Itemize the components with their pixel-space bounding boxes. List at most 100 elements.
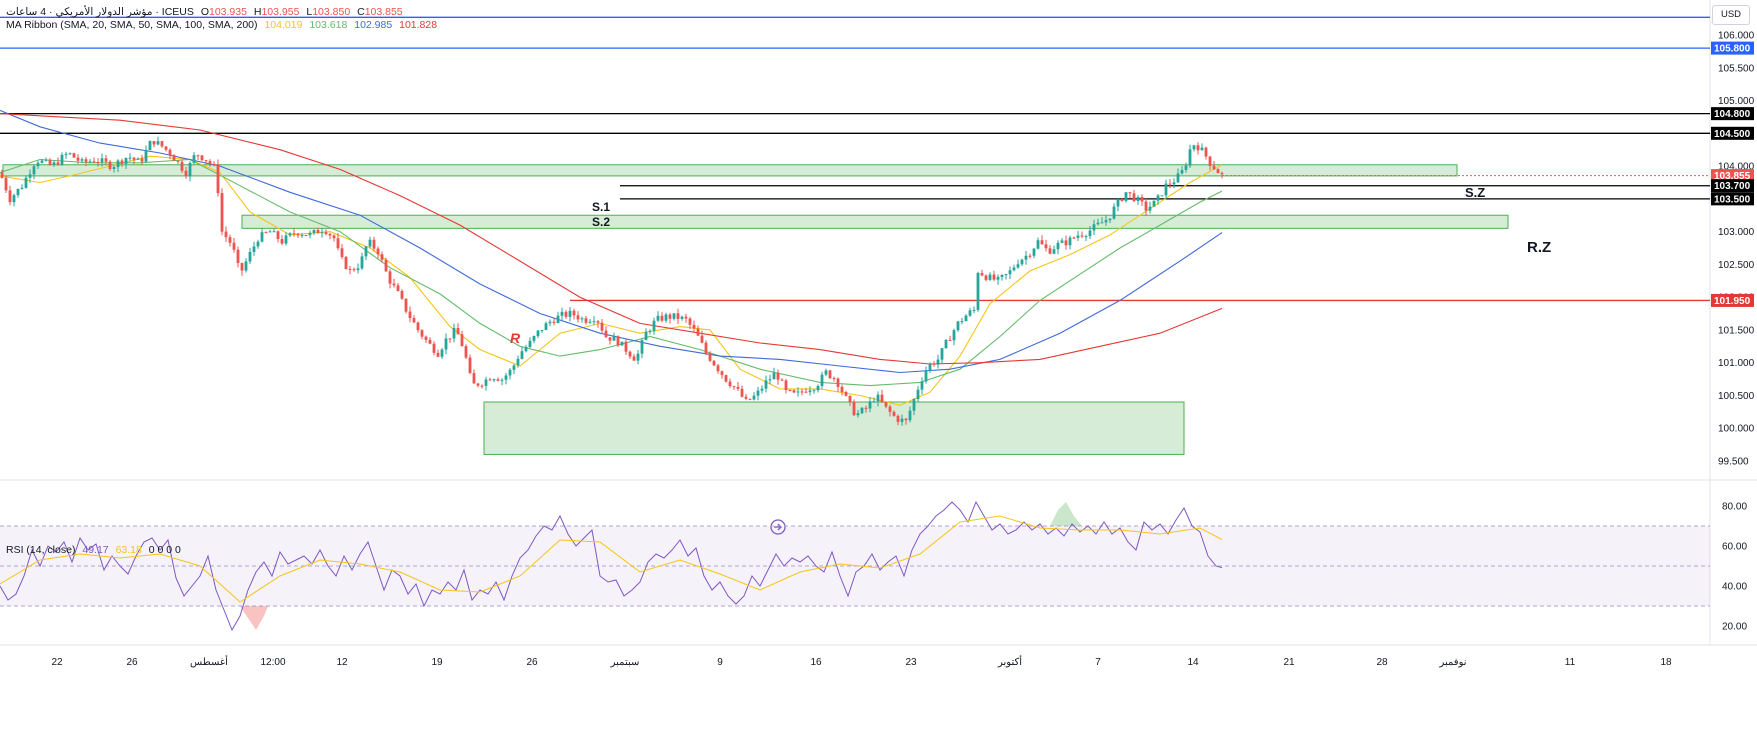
candle-body (60, 154, 64, 165)
time-axis[interactable]: 22 26 أغسطس 12:00 12 19 26 سبتمبر 9 16 23 أكتوبر 7 14… (51, 655, 1672, 668)
events-marker-arrow (774, 523, 782, 531)
candle-body (88, 161, 92, 163)
candle-body (504, 375, 508, 380)
ma20-value: 104.019 (264, 19, 303, 31)
price-tag (1711, 126, 1754, 140)
candle-body (960, 321, 964, 323)
candle-body (632, 356, 636, 361)
price-tick-label: 105.000 (1718, 96, 1755, 107)
candle-body (20, 187, 24, 189)
candle-body (656, 315, 660, 321)
candle-body (128, 157, 132, 159)
candle-body (1012, 267, 1016, 271)
candle-body (836, 378, 840, 387)
candle-body (396, 285, 400, 292)
candle-body (700, 335, 704, 343)
candle-body (1120, 199, 1124, 201)
moving-averages (0, 109, 1223, 406)
candle-body (388, 271, 392, 284)
candle-body (912, 399, 916, 411)
support-1-label: S.1 (592, 200, 610, 214)
candle-body (604, 330, 608, 338)
candle-body (468, 357, 472, 374)
price-tick-label: 100.000 (1718, 424, 1755, 435)
candle-body (848, 395, 852, 402)
candle-body (668, 314, 672, 319)
zone-rect (483, 401, 1185, 455)
candle-body (1056, 242, 1060, 250)
candle-body (876, 394, 880, 402)
candle-body (44, 159, 48, 161)
candle-body (936, 359, 940, 365)
price-tag (1711, 169, 1754, 183)
rsi-oversold-fill (240, 606, 268, 630)
candle-body (1052, 249, 1056, 254)
zones-layer (2, 164, 1509, 455)
candle-body (1124, 192, 1128, 201)
time-tick-label: 12 (336, 657, 348, 668)
resistance-zone-label: R.Z (1527, 239, 1551, 256)
candle-body (400, 291, 404, 299)
time-tick-label: 7 (1095, 657, 1101, 668)
candle-body (1032, 248, 1036, 256)
candle-body (908, 410, 912, 421)
candle-body (352, 269, 356, 271)
time-tick-label: 26 (126, 657, 138, 668)
candle-body (828, 370, 832, 379)
candle-body (596, 321, 600, 323)
candle-body (1064, 240, 1068, 246)
candle-body (148, 141, 152, 151)
low-value: 103.850 (312, 6, 351, 18)
candle-body (264, 232, 268, 234)
candle-body (152, 141, 156, 145)
candle-body (1136, 197, 1140, 202)
candle-body (1140, 197, 1144, 202)
price-tick-label: 106.000 (1718, 31, 1755, 42)
candle-body (732, 386, 736, 388)
price-tick-label: 105.500 (1718, 63, 1755, 74)
time-tick-label: 23 (905, 657, 917, 668)
candle-body (1112, 206, 1116, 219)
candle-body (268, 231, 272, 233)
currency-button[interactable]: USD (1712, 5, 1750, 25)
candle-body (188, 162, 192, 177)
candle-body (224, 231, 228, 238)
candle-body (1180, 169, 1184, 174)
high-label: H (253, 6, 262, 18)
rsi-ma-value: 63.18 (115, 544, 142, 556)
candle-body (1080, 235, 1084, 237)
candle-body (824, 370, 828, 375)
candle-body (760, 388, 764, 391)
candle-body (916, 389, 920, 400)
candle-body (736, 386, 740, 389)
candle-body (404, 298, 408, 312)
candle-body (412, 318, 416, 323)
candle-body (424, 336, 428, 340)
candle-body (336, 238, 340, 249)
price-tick-label: 103.000 (1718, 227, 1755, 238)
candle-body (616, 336, 620, 346)
candle-body (724, 375, 728, 382)
candle-body (64, 153, 68, 155)
candle-body (488, 379, 492, 381)
candle-body (1152, 200, 1156, 207)
support-zone-label: S.Z (1465, 185, 1485, 200)
candle-body (1072, 237, 1076, 239)
close-label: C (357, 6, 365, 18)
candle-body (952, 330, 956, 341)
candle-body (800, 391, 804, 393)
candle-body (112, 167, 116, 170)
candle-body (124, 157, 128, 164)
ma-line (0, 113, 1223, 365)
candle-body (184, 170, 188, 177)
rsi-overbought-fill (1050, 502, 1082, 526)
candle-body (1084, 236, 1088, 238)
horizontal-lines (0, 16, 1710, 302)
time-tick-label: 16 (810, 657, 822, 668)
candle-body (364, 246, 368, 257)
price-axis[interactable]: 106.000 105.500 105.000 104.000 103.000 102.5… (1711, 31, 1755, 633)
candle-body (1100, 222, 1104, 224)
time-tick-label: 9 (717, 657, 723, 668)
candle-body (36, 162, 40, 167)
